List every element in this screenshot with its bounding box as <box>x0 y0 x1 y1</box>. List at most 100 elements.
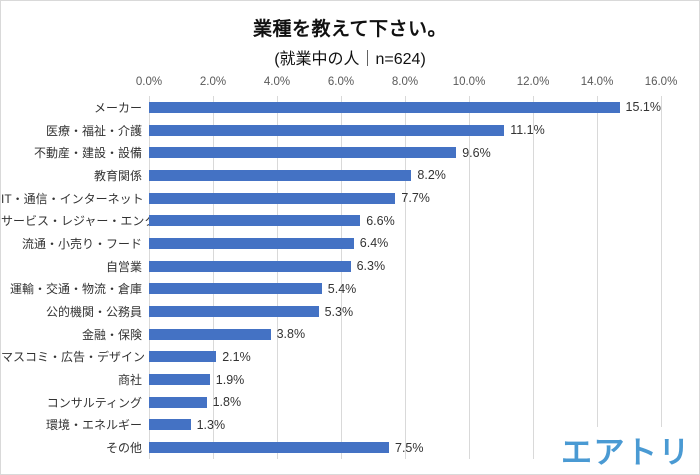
bar-track: 9.6% <box>149 141 661 164</box>
bar-track: 7.5% <box>149 436 661 459</box>
value-label: 1.8% <box>212 395 242 410</box>
bar-track: 6.3% <box>149 255 661 278</box>
gridline <box>661 96 662 459</box>
category-label: メーカー <box>93 100 142 115</box>
axis-tick-label: 0.0% <box>135 76 163 88</box>
bar-row: 医療・福祉・介護 11.1% <box>1 119 661 142</box>
axis-tick-label: 16.0% <box>644 76 678 88</box>
bar <box>149 260 351 272</box>
axis-tick-label: 12.0% <box>516 76 550 88</box>
bar <box>149 169 412 181</box>
axis-tick-label: 10.0% <box>452 76 486 88</box>
category-label: その他 <box>105 441 142 456</box>
axis-tick-label: 6.0% <box>327 76 355 88</box>
category-label: 運輸・交通・物流・倉庫 <box>9 282 142 297</box>
category-label: 公的機関・公務員 <box>45 305 142 320</box>
bar <box>149 283 322 295</box>
bar-row: 不動産・建設・設備 9.6% <box>1 141 661 164</box>
gridline <box>341 96 342 459</box>
value-label: 15.1% <box>625 100 661 115</box>
value-label: 8.2% <box>417 168 446 183</box>
category-label: サービス・レジャー・エンタメ <box>1 214 169 229</box>
bar <box>149 215 361 227</box>
value-label: 6.6% <box>366 213 395 228</box>
bar <box>149 419 191 431</box>
bar-row: IT・通信・インターネット 7.7% <box>1 187 661 210</box>
value-label: 6.4% <box>359 236 389 251</box>
bar-track: 6.4% <box>149 232 661 255</box>
gridline <box>469 96 470 459</box>
axis-tick-label: 4.0% <box>263 76 291 88</box>
value-label: 1.9% <box>215 372 245 387</box>
category-label: マスコミ・広告・デザイン <box>1 350 146 365</box>
value-label: 2.1% <box>222 349 251 364</box>
value-label: 3.8% <box>276 327 306 342</box>
bar-track: 2.1% <box>149 346 661 369</box>
bar-track: 7.7% <box>149 187 661 210</box>
value-label: 11.1% <box>510 123 545 138</box>
category-label: 金融・保険 <box>81 327 142 342</box>
category-label: 不動産・建設・設備 <box>33 146 142 161</box>
bar-row: 流通・小売り・フード 6.4% <box>1 232 661 255</box>
bar-track: 1.8% <box>149 391 661 414</box>
x-axis: 0.0% 2.0% 4.0% 6.0% 8.0% 10.0% 12.0% 14.0% 16.0% <box>1 76 699 92</box>
bar-track: 3.8% <box>149 323 661 346</box>
bar <box>149 351 217 363</box>
bar-row: コンサルティング 1.8% <box>1 391 661 414</box>
gridline <box>213 96 214 459</box>
bar-row: マスコミ・広告・デザイン 2.1% <box>1 346 661 369</box>
bar-track: 5.3% <box>149 300 661 323</box>
value-label: 6.3% <box>356 259 386 274</box>
value-label: 1.3% <box>196 417 226 432</box>
gridline <box>597 96 598 459</box>
bar-row: サービス・レジャー・エンタメ 6.6% <box>1 209 661 232</box>
category-label: IT・通信・インターネット <box>1 191 144 206</box>
bar <box>149 147 457 159</box>
bar-track: 5.4% <box>149 278 661 301</box>
bar <box>149 124 505 136</box>
axis-tick-label: 8.0% <box>391 76 419 88</box>
category-label: 環境・エネルギー <box>45 418 142 433</box>
bar-row: 運輸・交通・物流・倉庫 5.4% <box>1 278 661 301</box>
chart-title: 業種を教えて下さい。 <box>252 19 448 40</box>
bar <box>149 101 620 113</box>
bar-row: 公的機関・公務員 5.3% <box>1 300 661 323</box>
chart-subtitle: (就業中の人｜n=624) <box>274 51 426 68</box>
category-label: 自営業 <box>105 259 142 274</box>
bar <box>149 306 319 318</box>
bar-row: 環境・エネルギー 1.3% <box>1 414 661 437</box>
plot-area <box>149 96 662 459</box>
bar-track: 11.1% <box>149 119 661 142</box>
bar-track: 6.6% <box>149 209 661 232</box>
gridline <box>277 96 278 459</box>
bar-row: メーカー 15.1% <box>1 96 661 119</box>
value-label: 9.6% <box>462 145 491 160</box>
category-label: 教育関係 <box>93 168 142 183</box>
gridline <box>149 96 150 459</box>
bar-track: 15.1% <box>149 96 661 119</box>
bar <box>149 374 210 386</box>
value-label: 5.3% <box>324 304 354 319</box>
axis-tick-label: 2.0% <box>199 76 227 88</box>
axis-tick-label: 14.0% <box>580 76 614 88</box>
bar-rows: メーカー 15.1% 医療・福祉・介護 11.1% 不動産・建設・設備 9.6% 教育関係 8… <box>1 96 661 459</box>
category-label: 医療・福祉・介護 <box>45 123 142 138</box>
category-label: 商社 <box>117 373 142 388</box>
value-label: 5.4% <box>327 281 357 296</box>
bar-track: 1.9% <box>149 368 661 391</box>
bar <box>149 328 271 340</box>
bar-row: 金融・保険 3.8% <box>1 323 661 346</box>
bar-row: 自営業 6.3% <box>1 255 661 278</box>
bar-row: 商社 1.9% <box>1 368 661 391</box>
bar-row: その他 7.5% <box>1 436 661 459</box>
bar-row: 教育関係 8.2% <box>1 164 661 187</box>
category-label: 流通・小売り・フード <box>21 236 142 251</box>
bar <box>149 192 396 204</box>
value-label: 7.5% <box>395 440 424 455</box>
bar <box>149 442 389 454</box>
gridline <box>405 96 406 459</box>
airtrip-logo: エアトリ <box>557 427 691 472</box>
bar <box>149 396 207 408</box>
bar-track: 8.2% <box>149 164 661 187</box>
